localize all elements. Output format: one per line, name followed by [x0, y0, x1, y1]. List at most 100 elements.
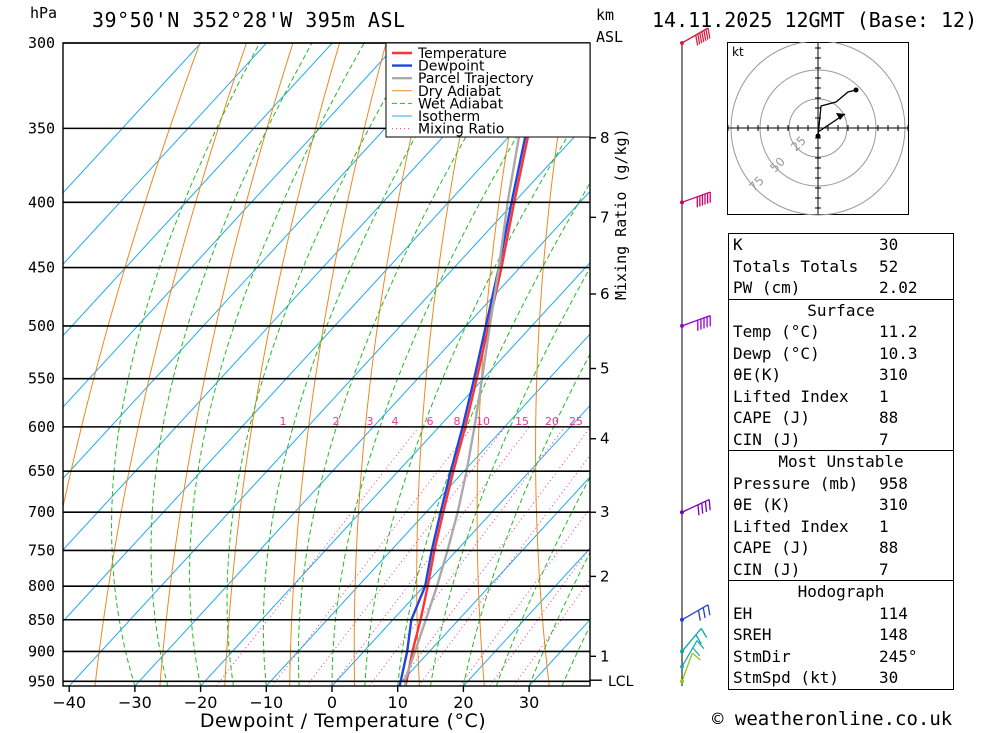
isotherm-line — [265, 333, 590, 686]
pressure-tick-label: 900 — [28, 642, 55, 660]
mixing-ratio-line — [418, 454, 590, 686]
km-tick-label: 7 — [600, 208, 610, 226]
index-value: 7 — [879, 559, 889, 579]
mixing-ratio-line — [396, 426, 590, 686]
wind-barb — [680, 640, 705, 669]
index-row: θE(K) 310 — [729, 364, 954, 386]
x-tick-label: 0 — [327, 693, 337, 712]
mixing-ratio-line — [306, 426, 506, 686]
wet-adiabat-line — [430, 267, 590, 686]
section-title: Most Unstable — [728, 450, 954, 473]
index-row: Pressure (mb) 958 — [729, 473, 954, 495]
index-value: 30 — [879, 235, 899, 254]
wind-barb — [680, 27, 711, 46]
isotherm-line — [63, 43, 399, 408]
footer-credit: © weatheronline.co.uk — [712, 708, 953, 730]
wet-adiabat-line — [528, 551, 590, 686]
mixing-ratio-line — [271, 426, 473, 686]
isotherm-line — [63, 43, 530, 551]
index-value: 10.3 — [879, 343, 918, 363]
index-label: Lifted Index — [733, 386, 849, 406]
index-value: 245° — [879, 646, 918, 666]
km-tick-label: 5 — [600, 360, 610, 378]
isotherm-line — [63, 43, 267, 265]
index-row: StmDir 245° — [729, 646, 954, 668]
mixing-ratio-label: 1 — [280, 415, 287, 428]
wind-barb — [680, 498, 711, 516]
index-row: θE (K) 310 — [729, 494, 954, 516]
pressure-tick-label: 750 — [28, 541, 55, 559]
pressure-tick-label: 450 — [28, 259, 55, 277]
isotherm-line — [463, 547, 590, 686]
wet-adiabat-line — [331, 43, 574, 686]
lcl-label: LCL — [608, 674, 634, 690]
isotherm-line — [63, 43, 465, 480]
index-label: Temp (°C) — [733, 322, 820, 341]
plot-frame — [62, 42, 591, 687]
index-label: SREH — [733, 625, 772, 644]
mixing-ratio-axis-label: Mixing Ratio (g/kg) — [612, 128, 630, 300]
km-tick-label: 8 — [600, 129, 610, 147]
index-value: 1 — [879, 386, 889, 406]
index-row: Lifted Index 1 — [729, 386, 954, 408]
legend-label: Dry Adiabat — [418, 84, 501, 100]
index-row: EH 114 — [729, 603, 954, 625]
wind-barb — [680, 315, 711, 331]
wet-adiabat-line — [150, 43, 313, 686]
wet-adiabat-line — [262, 43, 470, 686]
legend-box — [385, 42, 591, 138]
wet-adiabat-line — [397, 182, 590, 686]
isotherm-line — [63, 43, 202, 194]
index-label: Dewp (°C) — [733, 343, 820, 363]
index-value: 11.2 — [879, 322, 918, 341]
dry-adiabat-line — [224, 43, 341, 686]
index-label: Lifted Index — [733, 516, 849, 536]
mixing-ratio-line — [489, 546, 590, 686]
isotherm-line — [200, 262, 590, 686]
indices-table: K 30 Totals Totals 52 PW (cm) 2.02 Surface Temp… — [728, 233, 954, 690]
mixing-ratio-line — [331, 426, 530, 686]
index-label: θE (K) — [733, 495, 791, 514]
index-row: K 30 — [729, 234, 954, 256]
dry-adiabat-line — [63, 43, 201, 510]
mixing-ratio-label: 8 — [454, 415, 461, 428]
dry-adiabat-line — [991, 43, 1000, 686]
legend-label: Mixing Ratio — [418, 122, 504, 138]
hodograph-endpoint — [853, 87, 859, 93]
dry-adiabat-line — [289, 43, 387, 686]
pressure-tick-label: 350 — [28, 119, 55, 137]
km-tick-label: 4 — [600, 430, 610, 448]
index-value: 310 — [879, 495, 908, 514]
wet-adiabat-line — [364, 98, 590, 686]
legend-label: Wet Adiabat — [418, 96, 504, 112]
storm-motion-arrowhead — [836, 113, 845, 120]
section-title: Surface — [728, 298, 954, 321]
section-row-most-unstable: Most Unstable — [728, 450, 954, 473]
index-label: CAPE (J) — [733, 408, 811, 427]
x-tick-label: 30 — [519, 693, 539, 712]
index-row: PW (cm) 2.02 — [729, 277, 954, 299]
hpa-axis-label: hPa — [30, 4, 58, 22]
pressure-tick-label: 500 — [28, 317, 55, 335]
x-tick-label: 20 — [453, 693, 473, 712]
dry-adiabat-line — [353, 43, 434, 686]
dry-adiabat-line — [416, 43, 480, 686]
location-title: 39°50'N 352°28'W 395m ASL — [92, 8, 406, 32]
section-row-surface: Surface — [728, 298, 954, 321]
isotherm-line — [397, 476, 590, 686]
dry-adiabat-line — [647, 43, 679, 686]
index-value: 30 — [879, 668, 899, 687]
index-value: 958 — [879, 473, 908, 493]
index-value: 52 — [879, 256, 899, 276]
dry-adiabat-line — [476, 43, 527, 686]
asl-label: ASL — [596, 28, 624, 46]
mixing-ratio-label: 2 — [333, 415, 340, 428]
series-line-dewpoint — [398, 43, 531, 686]
index-value: 7 — [879, 429, 889, 449]
dry-adiabat-line — [94, 43, 247, 686]
x-tick-label: 10 — [388, 693, 408, 712]
pressure-tick-label: 950 — [28, 672, 55, 690]
mixing-ratio-line — [459, 507, 590, 686]
